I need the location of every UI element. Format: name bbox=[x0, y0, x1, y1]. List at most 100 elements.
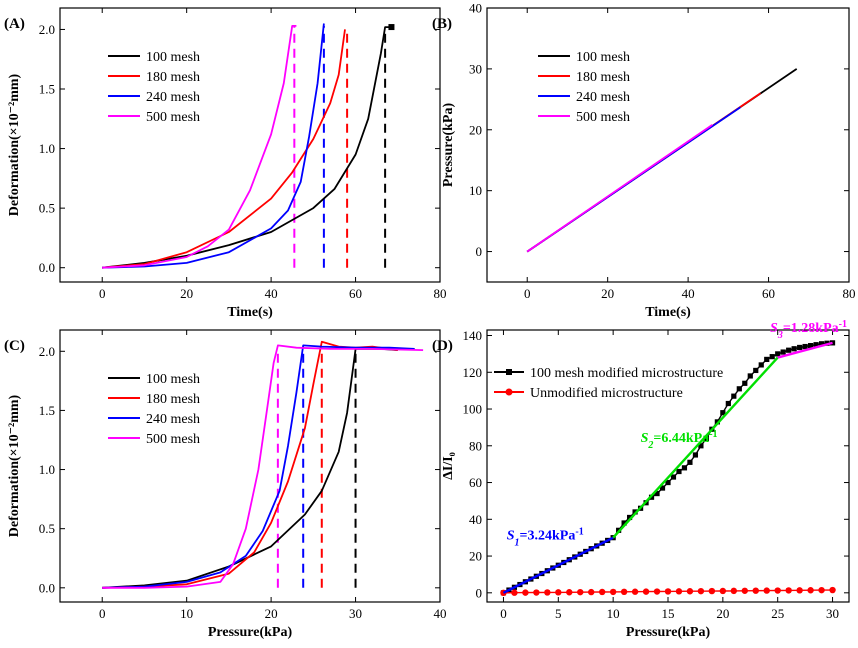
y-tick-label: 0.0 bbox=[39, 260, 55, 275]
data-point bbox=[802, 343, 808, 350]
data-point bbox=[588, 588, 595, 596]
slope-annotation: S1=3.24kPa-1 bbox=[507, 526, 584, 548]
y-tick-label: 40 bbox=[469, 512, 482, 527]
x-tick-label: 30 bbox=[349, 606, 362, 621]
data-point bbox=[654, 490, 660, 497]
x-tick-label: 10 bbox=[607, 606, 620, 621]
data-point bbox=[774, 587, 781, 594]
x-tick-label: 40 bbox=[682, 286, 695, 301]
data-point bbox=[742, 380, 748, 386]
x-tick-label: 60 bbox=[349, 286, 362, 301]
legend: 100 mesh 180 mesh 240 mesh 500 mesh bbox=[108, 372, 200, 447]
data-point bbox=[758, 362, 764, 368]
slope-annotation: S2=6.44kPa-1 bbox=[641, 429, 718, 451]
data-point bbox=[692, 452, 699, 458]
y-tick-label: 80 bbox=[469, 438, 482, 453]
panel-A: 0 20 40 60 80 0.0 0.5 1.0 1.5 2.0 Time(s) Deformati… bbox=[4, 7, 447, 320]
legend-label: 500 mesh bbox=[146, 432, 200, 447]
legend-label: 180 mesh bbox=[146, 70, 200, 85]
data-point bbox=[752, 587, 759, 594]
y-tick-label: 20 bbox=[469, 549, 482, 564]
data-point bbox=[753, 367, 759, 374]
y-axis-title: Deformation(×10⁻²mm) bbox=[7, 394, 22, 537]
y-tick-label: 0 bbox=[476, 585, 483, 600]
panel-C: 0 10 20 30 40 0.0 0.5 1.0 1.5 2.0 Pressure(kPa) Def… bbox=[4, 329, 447, 640]
y-tick-label: 0.5 bbox=[39, 201, 55, 216]
data-point bbox=[577, 588, 584, 596]
x-tick-label: 0 bbox=[99, 606, 106, 621]
data-point bbox=[659, 485, 666, 491]
legend: 100 mesh 180 mesh 240 mesh 500 mesh bbox=[538, 50, 630, 125]
data-point bbox=[829, 586, 836, 594]
x-tick-label: 15 bbox=[662, 606, 675, 621]
data-point bbox=[720, 410, 726, 416]
x-axis-title: Pressure(kPa) bbox=[208, 625, 293, 640]
plot-frame bbox=[59, 7, 441, 283]
data-point bbox=[642, 588, 650, 595]
data-point bbox=[807, 587, 814, 594]
y-tick-label: 40 bbox=[469, 1, 482, 16]
y-tick-label: 100 bbox=[463, 402, 483, 417]
x-tick-label: 25 bbox=[771, 606, 784, 621]
y-tick-label: 20 bbox=[469, 122, 482, 137]
data-point bbox=[653, 588, 661, 595]
data-point bbox=[511, 589, 518, 596]
x-tick-label: 20 bbox=[716, 606, 729, 621]
y-tick-label: 0.0 bbox=[39, 580, 55, 595]
legend-label: 240 mesh bbox=[146, 90, 200, 105]
legend-label: 500 mesh bbox=[146, 110, 200, 125]
y-tick-label: 120 bbox=[463, 365, 483, 380]
data-point bbox=[555, 589, 562, 596]
data-point bbox=[731, 393, 737, 399]
x-tick-label: 0 bbox=[500, 606, 507, 621]
data-point bbox=[730, 587, 738, 595]
x-axis-title: Pressure(kPa) bbox=[626, 625, 711, 640]
x-tick-label: 40 bbox=[434, 606, 447, 621]
x-tick-label: 5 bbox=[555, 606, 562, 621]
y-axis-title: Pressure(kPa) bbox=[441, 103, 456, 188]
data-point bbox=[769, 354, 775, 360]
x-tick-label: 60 bbox=[762, 286, 775, 301]
x-tick-label: 0 bbox=[99, 286, 106, 301]
series-line bbox=[102, 344, 415, 589]
fit-line bbox=[777, 341, 833, 359]
data-point bbox=[708, 587, 716, 595]
x-tick-label: 20 bbox=[265, 606, 278, 621]
y-tick-label: 0.5 bbox=[39, 521, 55, 536]
x-tick-label: 20 bbox=[601, 286, 614, 301]
data-point bbox=[687, 459, 693, 465]
data-point bbox=[665, 479, 671, 486]
data-point bbox=[620, 588, 628, 595]
series-line bbox=[526, 124, 713, 253]
series-line bbox=[102, 344, 424, 589]
data-point bbox=[544, 589, 551, 596]
series-line bbox=[102, 26, 392, 269]
x-tick-label: 0 bbox=[524, 286, 531, 301]
end-marker bbox=[388, 24, 395, 31]
data-point bbox=[686, 588, 694, 595]
data-point bbox=[764, 356, 770, 363]
legend-label: Unmodified microstructure bbox=[530, 386, 683, 401]
y-axis-title: ΔI/I₀ bbox=[441, 452, 456, 480]
legend-label: 500 mesh bbox=[576, 110, 630, 125]
data-point bbox=[703, 435, 709, 442]
data-point bbox=[775, 351, 781, 357]
data-point bbox=[670, 474, 677, 480]
data-point bbox=[741, 587, 748, 594]
panel-label: (B) bbox=[432, 16, 452, 32]
data-point bbox=[796, 587, 803, 594]
legend-label: 180 mesh bbox=[146, 392, 200, 407]
x-axis-title: Time(s) bbox=[227, 305, 273, 320]
panel-label: (D) bbox=[432, 338, 453, 354]
data-point bbox=[566, 589, 573, 596]
x-tick-label: 30 bbox=[826, 606, 839, 621]
legend: 100 mesh 180 mesh 240 mesh 500 mesh bbox=[108, 50, 200, 125]
y-tick-label: 1.0 bbox=[39, 141, 55, 156]
data-point bbox=[747, 373, 753, 379]
plot-frame bbox=[486, 7, 850, 283]
data-point bbox=[785, 587, 792, 594]
y-tick-label: 60 bbox=[469, 475, 482, 490]
y-axis-title: Deformation(×10⁻²mm) bbox=[7, 73, 22, 216]
legend: 100 mesh modified microstructure Unmodifi… bbox=[494, 366, 723, 401]
